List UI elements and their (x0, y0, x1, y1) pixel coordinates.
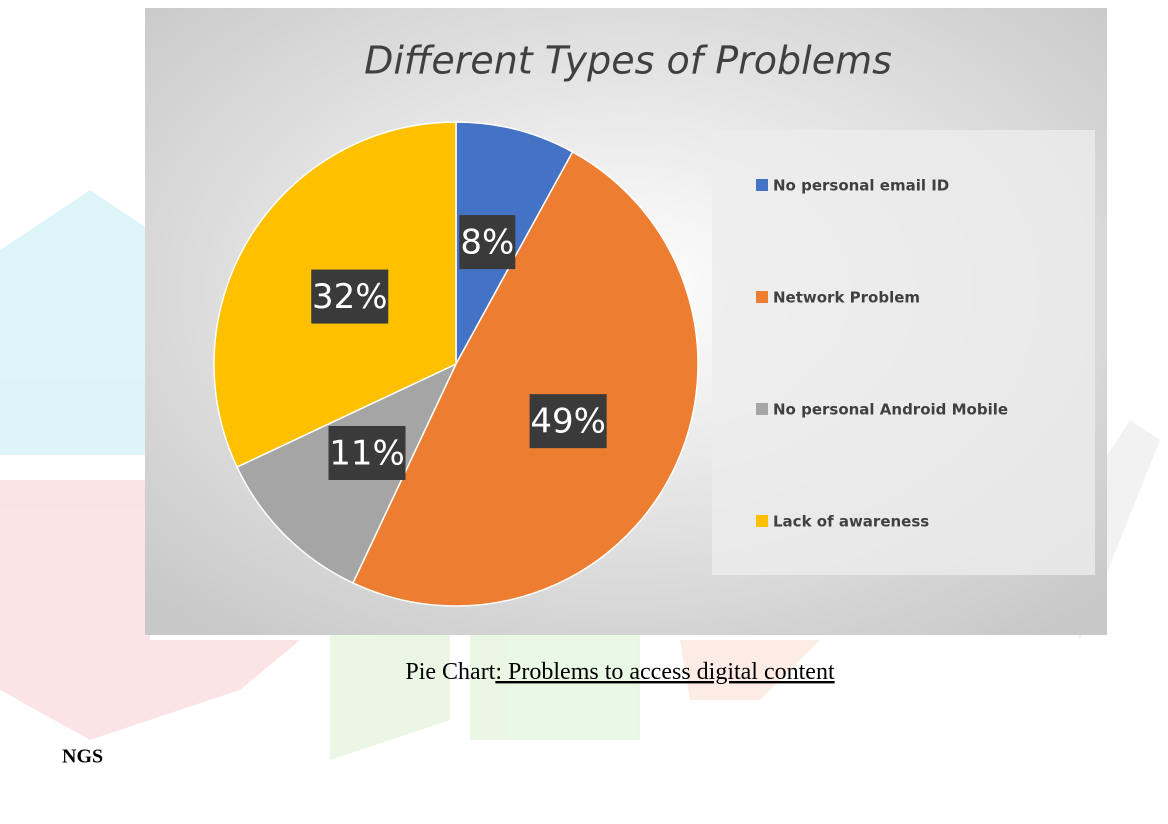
caption-text: : Problems to access digital content (495, 659, 835, 685)
legend-label: No personal Android Mobile (773, 401, 1008, 419)
data-label: 8% (459, 215, 515, 269)
chart-title: Different Types of Problems (364, 39, 892, 83)
page-canvas: Different Types of Problems 8%49%11%32% … (0, 0, 1168, 824)
data-label-text: 8% (460, 223, 514, 263)
pie: 8% 49% 11% 32% (214, 122, 698, 606)
legend-swatch (756, 403, 768, 415)
legend-label: Lack of awareness (773, 513, 929, 531)
section-heading: NGS (62, 746, 103, 768)
data-label: 32% (311, 270, 388, 324)
data-label-text: 11% (329, 433, 405, 473)
legend-swatch (756, 515, 768, 527)
legend-swatch (756, 291, 768, 303)
caption-lead: Pie Chart (405, 659, 495, 685)
legend-box (712, 130, 1095, 575)
legend-label: No personal email ID (773, 177, 949, 195)
data-label-text: 32% (312, 277, 388, 317)
page: Different Types of Problems 8%49%11%32% … (0, 0, 1168, 824)
data-label: 11% (329, 426, 406, 480)
legend-label: Network Problem (773, 289, 920, 307)
legend-swatch (756, 179, 768, 191)
caption: Pie Chart: Problems to access digital co… (405, 659, 835, 685)
data-label-text: 49% (530, 402, 606, 442)
data-label: 49% (530, 394, 607, 448)
